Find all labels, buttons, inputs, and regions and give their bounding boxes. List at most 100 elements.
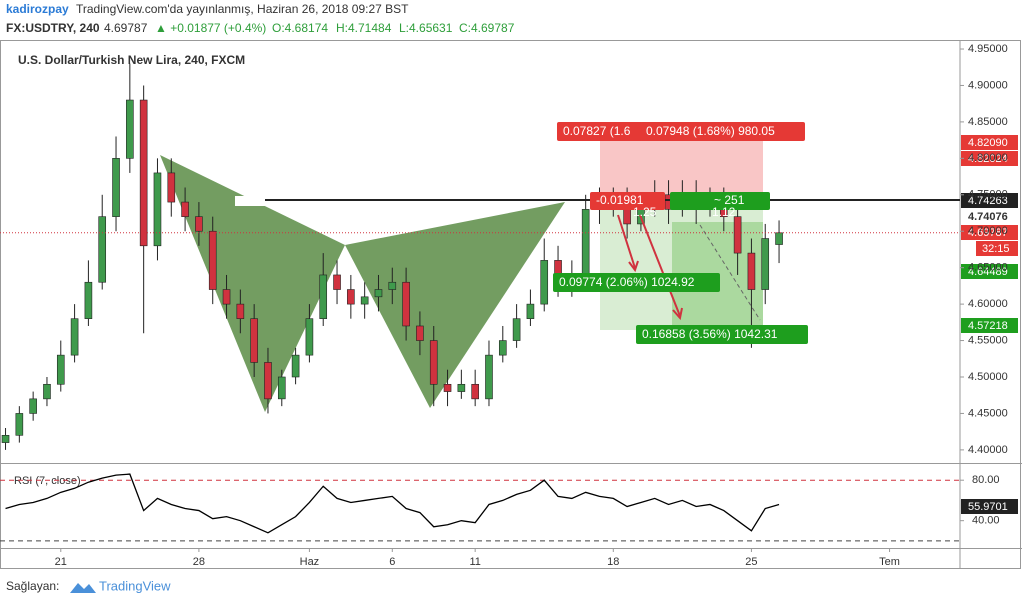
frame (0, 40, 1021, 569)
axis-box (961, 193, 1018, 208)
y-tick-label: 4.50000 (968, 371, 1008, 383)
axis-box (961, 499, 1018, 514)
label-box (590, 192, 665, 210)
candle-body (498, 340, 507, 356)
x-tick-label: Haz (300, 556, 320, 568)
candle-body (512, 318, 521, 341)
candle-body (747, 252, 756, 290)
y-tick-label: 4.90000 (968, 79, 1008, 91)
last: 4.69787 (104, 21, 148, 35)
candle-body (540, 260, 549, 305)
rsi-title: RSI (7, close) (14, 475, 81, 487)
position-label: 0.16858 (3.56%) 1042.31 (642, 327, 778, 341)
published: TradingView.com'da yayınlanmış, Haziran … (76, 2, 409, 16)
candle-body (236, 303, 245, 319)
candle-body (347, 289, 355, 305)
chart-title: U.S. Dollar/Turkish New Lira, 240, FXCM (18, 53, 245, 67)
x-tick-label: 21 (55, 556, 67, 568)
candle-body (70, 318, 79, 356)
open: O:4.68174 (272, 21, 328, 35)
candle-body (775, 232, 783, 245)
candle-body (126, 99, 134, 159)
axis-label: 4.82090 (968, 137, 1008, 149)
x-tick-label: 25 (745, 556, 757, 568)
label-box (557, 122, 643, 141)
axis-box (976, 241, 1018, 256)
label-box (636, 325, 808, 344)
axis-label: 4.74076 (968, 211, 1008, 223)
candle-body (84, 281, 93, 319)
candle-body (388, 281, 397, 290)
y-tick-label: 4.65000 (968, 262, 1008, 274)
label-box (670, 192, 770, 210)
candle-body (333, 274, 341, 290)
arrow-head (628, 260, 639, 273)
candle-body (153, 172, 162, 247)
candle-body (457, 383, 466, 392)
pattern-bcd (345, 202, 565, 408)
candle-body (264, 362, 272, 400)
axis-box (961, 151, 1018, 166)
candle-body (277, 376, 286, 400)
y-tick-label: 4.55000 (968, 334, 1008, 346)
candle-body (181, 201, 189, 217)
candle-body (167, 172, 176, 203)
candle-body (526, 303, 535, 319)
candle-body (208, 230, 217, 290)
axis-box (961, 318, 1018, 333)
candle-body (1, 435, 10, 443)
y-tick-label: 4.85000 (968, 116, 1008, 128)
candle-body (733, 216, 742, 254)
label-box (553, 273, 720, 292)
axis-label: 4.69787 (968, 227, 1008, 239)
label-box (640, 122, 805, 141)
axis-label: 4.74263 (968, 195, 1008, 207)
x-tick-label: 6 (389, 556, 395, 568)
arrow (639, 214, 681, 317)
x-tick-label: Tem (879, 556, 900, 568)
arrow (617, 214, 636, 269)
y-tick-label: 4.60000 (968, 298, 1008, 310)
logo (70, 583, 96, 593)
high: H:4.71484 (336, 21, 392, 35)
candle-body (56, 354, 65, 385)
author[interactable]: kadirozpay (6, 2, 69, 16)
line-handle (235, 196, 265, 206)
candle-body (29, 398, 37, 414)
brand[interactable]: TradingView (99, 578, 171, 593)
candle-body (250, 318, 258, 363)
arrow-head (672, 307, 683, 321)
projection (699, 224, 761, 321)
axis-box (961, 135, 1018, 150)
position-label: 0.07827 (1.6 (563, 124, 631, 138)
axis-label: 4.64489 (968, 266, 1008, 278)
axis-label: 4.57218 (968, 320, 1008, 332)
candle-body (443, 383, 452, 392)
candle-body (15, 413, 24, 436)
candle-body (98, 216, 107, 283)
stop-zone (600, 140, 763, 200)
candle-body (139, 99, 148, 247)
y-tick-label: 4.75000 (968, 189, 1008, 201)
rsi-line (5, 473, 780, 534)
x-tick-label: 18 (607, 556, 619, 568)
position-label: 0.07948 (1.68%) 980.05 (646, 124, 775, 138)
position-label: ~ 251 (714, 193, 745, 207)
candle-body (429, 340, 438, 385)
candle-body (291, 354, 300, 378)
position-label: -0.01981 (596, 193, 644, 207)
candle-body (581, 209, 590, 276)
change: ▲ +0.01877 (+0.4%) (155, 21, 266, 35)
axis-labels: 4.82090 4.82024 4.74263 4.74076 4.69787 … (961, 135, 1018, 514)
y-tick-label: 4.45000 (968, 407, 1008, 419)
ratio-label: 1.12 (712, 205, 736, 219)
axis-box (961, 225, 1018, 240)
candle-body (471, 383, 479, 400)
x-tick-label: 28 (193, 556, 205, 568)
low: L:4.65631 (399, 21, 453, 35)
candle-body (761, 238, 770, 290)
candle-body (402, 281, 410, 327)
candle-body (485, 354, 493, 400)
position-label: 0.09774 (2.06%) 1024.92 (559, 275, 695, 289)
